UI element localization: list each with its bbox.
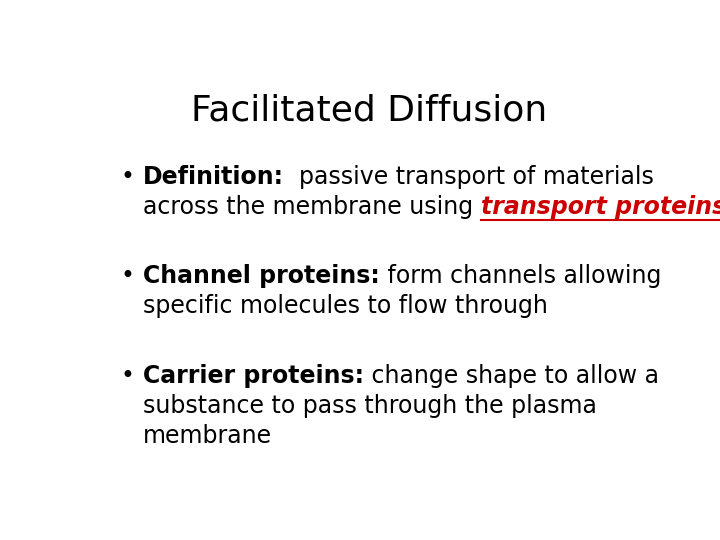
Text: passive transport of materials: passive transport of materials xyxy=(284,165,654,188)
Text: •: • xyxy=(121,165,135,188)
Text: membrane: membrane xyxy=(143,424,272,448)
Text: across the membrane using: across the membrane using xyxy=(143,194,481,219)
Text: Carrier proteins:: Carrier proteins: xyxy=(143,364,364,388)
Text: •: • xyxy=(121,265,135,288)
Text: form channels allowing: form channels allowing xyxy=(379,265,661,288)
Text: substance to pass through the plasma: substance to pass through the plasma xyxy=(143,394,597,418)
Text: Definition:: Definition: xyxy=(143,165,284,188)
Text: Channel proteins:: Channel proteins: xyxy=(143,265,379,288)
Text: Facilitated Diffusion: Facilitated Diffusion xyxy=(191,94,547,128)
Text: specific molecules to flow through: specific molecules to flow through xyxy=(143,294,548,318)
Text: transport proteins: transport proteins xyxy=(481,194,720,219)
Text: •: • xyxy=(121,364,135,388)
Text: change shape to allow a: change shape to allow a xyxy=(364,364,659,388)
